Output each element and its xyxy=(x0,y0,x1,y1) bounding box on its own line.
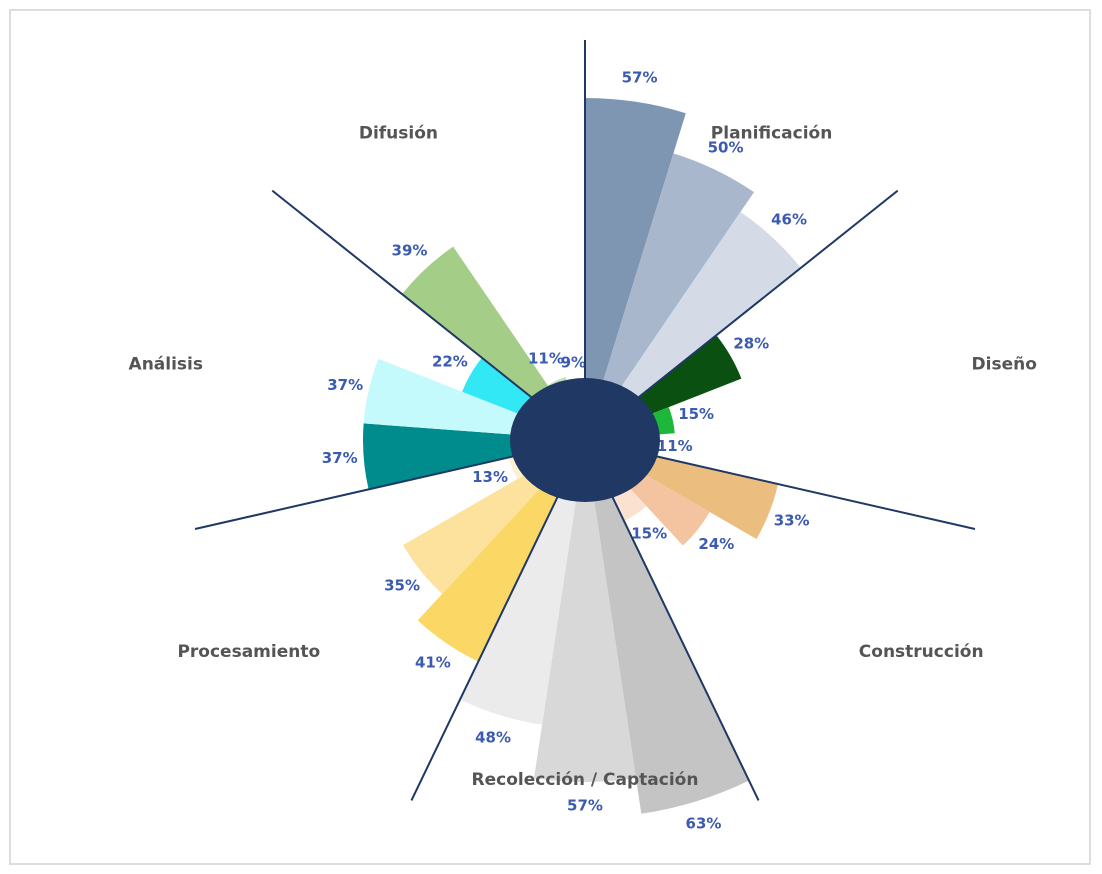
value-label: 63% xyxy=(686,815,722,833)
wedge xyxy=(417,440,585,662)
wedge xyxy=(585,440,750,814)
value-label: 48% xyxy=(475,729,511,747)
wedge xyxy=(585,153,754,440)
wedge xyxy=(534,440,636,782)
group-label: Planificación xyxy=(711,124,833,144)
group-label: Procesamiento xyxy=(177,642,320,662)
group-label: Construcción xyxy=(859,642,984,662)
value-label: 28% xyxy=(733,335,769,353)
value-label: 9% xyxy=(561,353,586,371)
value-label: 35% xyxy=(384,576,420,594)
group-label: Análisis xyxy=(129,354,203,374)
wedge xyxy=(585,98,686,440)
wedge xyxy=(585,211,801,440)
hub xyxy=(510,378,660,502)
value-label: 37% xyxy=(322,449,358,467)
group-label: Difusión xyxy=(359,124,438,144)
value-label: 11% xyxy=(528,349,564,367)
separator xyxy=(410,439,586,801)
value-label: 41% xyxy=(415,654,451,672)
wedge xyxy=(460,440,585,725)
value-label: 57% xyxy=(622,69,658,87)
value-label: 37% xyxy=(327,376,363,394)
value-label: 24% xyxy=(698,535,734,553)
group-label: Diseño xyxy=(972,354,1037,374)
value-label: 57% xyxy=(567,797,603,815)
value-label: 39% xyxy=(392,241,428,259)
value-label: 46% xyxy=(771,211,807,229)
group-label: Recolección / Captación xyxy=(472,770,699,790)
separator xyxy=(584,439,760,801)
value-label: 15% xyxy=(678,405,714,423)
value-label: 50% xyxy=(708,139,744,157)
value-label: 22% xyxy=(432,353,468,371)
value-label: 13% xyxy=(472,468,508,486)
value-label: 33% xyxy=(774,512,810,530)
value-label: 15% xyxy=(631,525,667,543)
value-label: 11% xyxy=(657,437,693,455)
